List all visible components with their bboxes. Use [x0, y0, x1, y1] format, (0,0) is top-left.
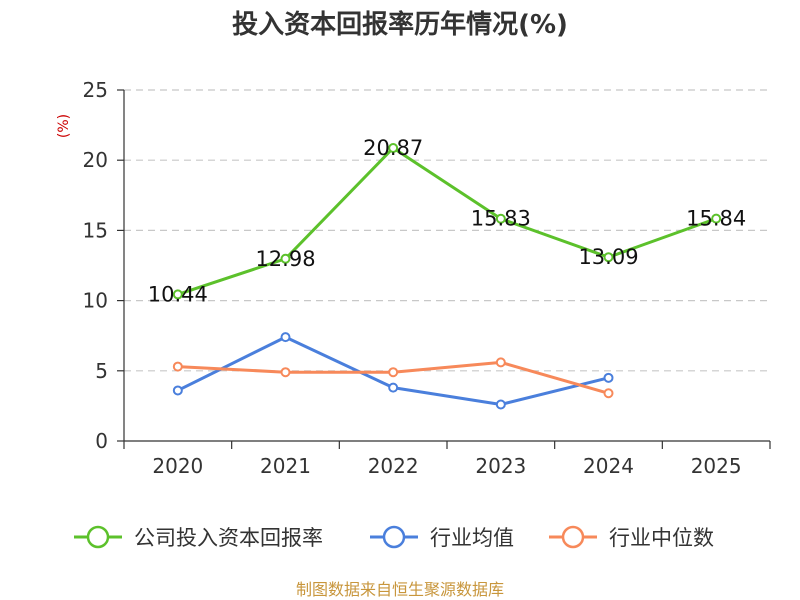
grid-lines — [124, 89, 770, 372]
data-point — [495, 399, 506, 410]
data-point — [172, 385, 183, 396]
x-tick-label: 2020 — [152, 454, 203, 478]
legend-label: 行业均值 — [430, 526, 514, 550]
data-point — [172, 361, 183, 372]
x-tick-label: 2025 — [691, 454, 742, 478]
series-line-0 — [177, 146, 717, 296]
data-point — [603, 252, 614, 263]
data-point — [603, 372, 614, 383]
y-tick-label: 0 — [95, 429, 108, 453]
x-tick-label: 2022 — [368, 454, 419, 478]
legend-marker — [561, 525, 585, 549]
data-label: 10.44 — [148, 282, 208, 306]
source-note: 制图数据来自恒生聚源数据库 — [296, 580, 504, 599]
data-label: 12.98 — [255, 247, 315, 271]
x-tick-label: 2023 — [475, 454, 526, 478]
data-point — [280, 253, 291, 264]
data-point — [388, 367, 399, 378]
series-lines — [172, 142, 722, 410]
data-label: 13.09 — [578, 245, 638, 269]
legend-marker — [86, 525, 110, 549]
legend-label: 公司投入资本回报率 — [134, 526, 323, 550]
data-point — [711, 213, 722, 224]
data-point — [495, 357, 506, 368]
data-point — [280, 332, 291, 343]
data-point — [172, 289, 183, 300]
data-point — [388, 382, 399, 393]
data-point — [280, 367, 291, 378]
x-tick-label: 2024 — [583, 454, 634, 478]
y-tick-label: 10 — [83, 289, 108, 313]
data-labels: 10.44 12.98 20.87 15.83 13.09 15.84 — [148, 136, 746, 306]
data-point — [388, 142, 399, 153]
chart-title: 投入资本回报率历年情况(%) — [232, 9, 568, 40]
data-point — [495, 213, 506, 224]
legend: 公司投入资本回报率 行业均值 行业中位数 — [74, 525, 714, 550]
y-tick-label: 20 — [83, 148, 108, 172]
data-point — [603, 388, 614, 399]
y-tick-label: 25 — [83, 78, 108, 102]
data-label: 20.87 — [363, 136, 423, 160]
legend-marker — [382, 525, 406, 549]
x-tick-label: 2021 — [260, 454, 311, 478]
y-tick-label: 15 — [83, 218, 108, 242]
legend-label: 行业中位数 — [609, 526, 714, 550]
data-label: 15.84 — [686, 207, 746, 231]
y-tick-label: 5 — [95, 359, 108, 383]
y-axis-unit: (%) — [56, 114, 72, 138]
data-label: 15.83 — [471, 207, 531, 231]
